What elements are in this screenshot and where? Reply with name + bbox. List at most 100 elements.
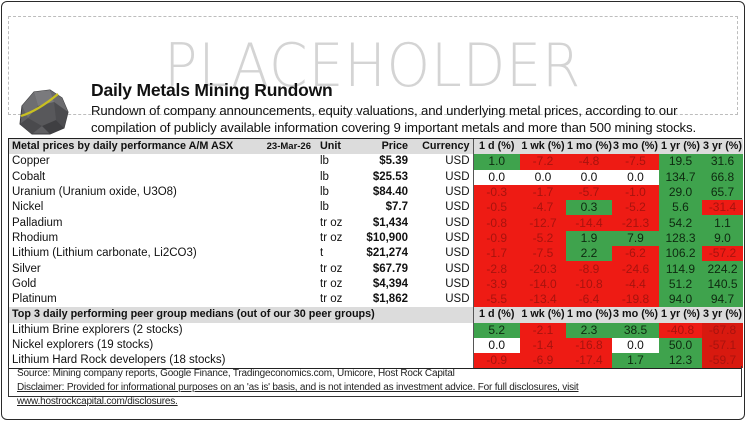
pct-1wk: -14.0 bbox=[520, 276, 566, 292]
page-subtitle: Rundown of company announcements, equity… bbox=[91, 103, 696, 135]
metal-currency: USD bbox=[445, 186, 470, 199]
pct-3mo: -1.0 bbox=[612, 184, 659, 201]
peer-group-name: Lithium Hard Rock developers (18 stocks) bbox=[12, 354, 226, 367]
metals-date: 23-Mar-26 bbox=[246, 139, 314, 155]
col-3yr: 3 yr (%) bbox=[702, 139, 743, 155]
metal-unit: lb bbox=[320, 155, 329, 168]
col-1mo: 1 mo (%) bbox=[566, 307, 612, 323]
metal-price: $5.39 bbox=[379, 155, 408, 168]
metal-name: Cobalt bbox=[12, 170, 46, 183]
table-row: Silver tr oz $67.79 USD -2.8 -20.3 -8.9 … bbox=[9, 261, 743, 277]
metal-unit: tr oz bbox=[320, 262, 343, 275]
pct-3mo: 38.5 bbox=[612, 322, 659, 338]
pct-1wk: -1.7 bbox=[520, 184, 566, 201]
pct-1yr: 5.6 bbox=[659, 200, 702, 216]
metals-table: Metal prices by daily performance A/M AS… bbox=[8, 138, 743, 370]
table-row: Nickel explorers (19 stocks) 0.0 -1.4 -1… bbox=[9, 337, 743, 354]
pct-3yr: -67.8 bbox=[702, 322, 743, 338]
pct-3mo: 0.0 bbox=[612, 169, 659, 185]
pct-3yr: 140.5 bbox=[702, 276, 743, 292]
col-1yr: 1 yr (%) bbox=[659, 139, 702, 155]
pct-1mo: 2.2 bbox=[566, 246, 612, 262]
pct-1yr: 29.0 bbox=[659, 184, 702, 201]
page-title: Daily Metals Mining Rundown bbox=[91, 80, 333, 100]
pct-1d: -0.9 bbox=[472, 230, 520, 247]
pct-3yr: 9.0 bbox=[702, 230, 743, 247]
pct-3mo: 0.0 bbox=[612, 337, 659, 354]
metal-name: Nickel bbox=[12, 201, 44, 214]
pct-1d: 5.2 bbox=[472, 322, 520, 338]
table-row: Palladium tr oz $1,434 USD -0.8 -12.7 -1… bbox=[9, 215, 743, 231]
metal-name: Platinum bbox=[12, 293, 57, 306]
metal-currency: USD bbox=[445, 262, 470, 275]
pct-3mo: -6.2 bbox=[612, 246, 659, 262]
pct-3mo: -24.6 bbox=[612, 261, 659, 277]
pct-3yr: 31.6 bbox=[702, 154, 743, 170]
metal-price: $67.79 bbox=[372, 262, 408, 275]
metal-currency: USD bbox=[445, 155, 470, 168]
metal-currency: USD bbox=[445, 231, 470, 244]
pct-1yr: 94.0 bbox=[659, 291, 702, 308]
table-row: Cobalt lb $25.53 USD 0.0 0.0 0.0 0.0 134… bbox=[9, 169, 743, 185]
table-row: Rhodium tr oz $10,900 USD -0.9 -5.2 1.9 … bbox=[9, 230, 743, 247]
pct-1wk: -7.5 bbox=[520, 246, 566, 262]
pct-1d: -0.9 bbox=[472, 353, 520, 369]
pct-1mo: 0.3 bbox=[566, 200, 612, 216]
metal-price: $25.53 bbox=[372, 170, 408, 183]
disclaimer-link[interactable]: Disclaimer: Provided for informational p… bbox=[17, 382, 579, 407]
metal-unit: tr oz bbox=[320, 231, 343, 244]
pct-3yr: 94.7 bbox=[702, 291, 743, 308]
pct-1yr: 128.3 bbox=[659, 230, 702, 247]
metal-unit: lb bbox=[320, 201, 329, 214]
col-currency: Currency bbox=[411, 139, 473, 155]
pct-1wk: -20.3 bbox=[520, 261, 566, 277]
pct-1d: -5.5 bbox=[472, 291, 520, 308]
rock-ore-icon bbox=[14, 84, 72, 138]
metals-table-title: Metal prices by daily performance A/M AS… bbox=[9, 139, 246, 155]
metal-name: Palladium bbox=[12, 216, 63, 229]
metal-price: $7.7 bbox=[385, 201, 408, 214]
metal-currency: USD bbox=[445, 247, 470, 260]
pct-1yr: 12.3 bbox=[659, 353, 702, 369]
pct-1yr: -40.8 bbox=[659, 322, 702, 338]
metal-currency: USD bbox=[445, 201, 470, 214]
col-1d: 1 d (%) bbox=[472, 307, 520, 323]
source-note: Source: Mining company reports, Google F… bbox=[17, 368, 455, 379]
pct-1wk: -7.2 bbox=[520, 154, 566, 170]
pct-3mo: -21.3 bbox=[612, 215, 659, 231]
peer-group-name: Nickel explorers (19 stocks) bbox=[12, 339, 154, 351]
metals-header-row: Metal prices by daily performance A/M AS… bbox=[9, 139, 743, 155]
metal-name: Silver bbox=[12, 262, 41, 275]
metal-price: $84.40 bbox=[372, 186, 408, 199]
metal-unit: tr oz bbox=[320, 293, 343, 306]
peer-header-row: Top 3 daily performing peer group median… bbox=[9, 307, 743, 323]
pct-1wk: -12.7 bbox=[520, 215, 566, 231]
table-row: Lithium (Lithium carbonate, Li2CO3) t $2… bbox=[9, 246, 743, 262]
pct-1mo: -17.4 bbox=[566, 353, 612, 369]
col-1d: 1 d (%) bbox=[472, 139, 520, 155]
pct-1yr: 50.0 bbox=[659, 337, 702, 354]
pct-3yr: -31.4 bbox=[702, 200, 743, 216]
pct-1mo: -5.7 bbox=[566, 184, 612, 201]
pct-1d: -1.7 bbox=[472, 246, 520, 262]
metal-name: Lithium (Lithium carbonate, Li2CO3) bbox=[12, 247, 197, 260]
pct-1yr: 134.7 bbox=[659, 169, 702, 185]
pct-3yr: 224.2 bbox=[702, 261, 743, 277]
col-1wk: 1 wk (%) bbox=[520, 139, 566, 155]
pct-1wk: -6.9 bbox=[520, 353, 566, 369]
pct-3mo: -5.2 bbox=[612, 200, 659, 216]
pct-1wk: -4.7 bbox=[520, 200, 566, 216]
table-row: Lithium Brine explorers (2 stocks) 5.2 -… bbox=[9, 322, 743, 338]
pct-1mo: -4.8 bbox=[566, 154, 612, 170]
metal-unit: tr oz bbox=[320, 277, 343, 290]
metal-name: Copper bbox=[12, 155, 50, 168]
metal-name: Rhodium bbox=[12, 231, 59, 244]
col-price: Price bbox=[354, 139, 411, 155]
metal-currency: USD bbox=[445, 293, 470, 306]
metal-unit: lb bbox=[320, 186, 329, 199]
pct-1yr: 51.2 bbox=[659, 276, 702, 292]
pct-1d: 0.0 bbox=[472, 169, 520, 185]
pct-1d: 1.0 bbox=[472, 154, 520, 170]
peer-table-title: Top 3 daily performing peer group median… bbox=[9, 307, 473, 323]
pct-3yr: -57.1 bbox=[702, 337, 743, 354]
